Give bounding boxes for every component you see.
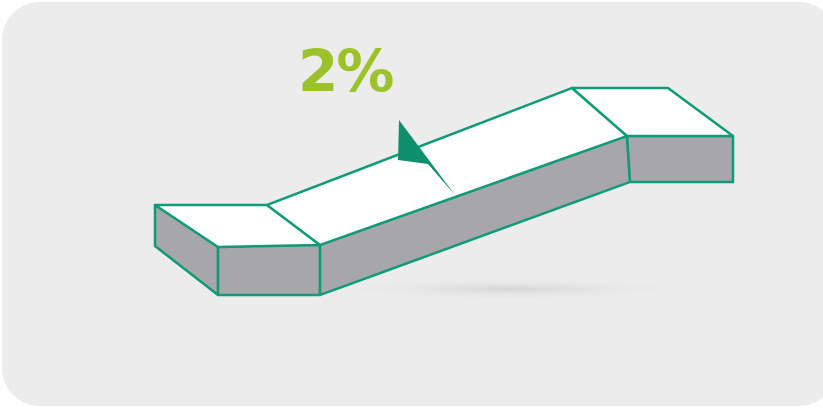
slope-percentage-label: 2% <box>298 37 394 105</box>
right-landing-top-face <box>570 86 735 138</box>
ramp-shadow <box>315 277 705 301</box>
down-slope-arrow-icon <box>398 120 455 195</box>
left-landing-side-face <box>216 243 322 297</box>
right-landing-side-face <box>625 134 735 184</box>
